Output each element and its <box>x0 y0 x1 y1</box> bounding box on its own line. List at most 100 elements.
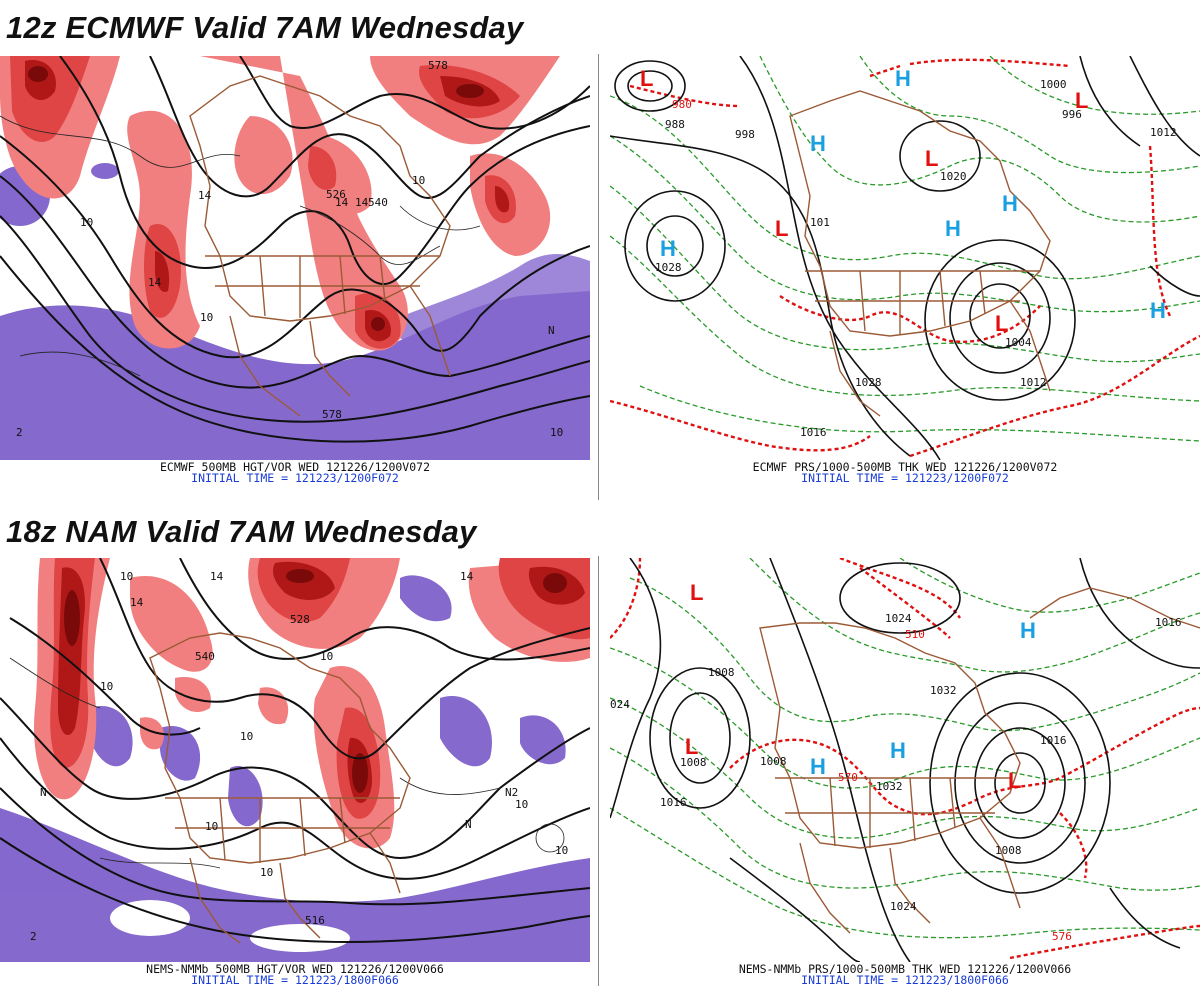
isobar-label: 1008 <box>680 756 707 769</box>
isobars <box>610 558 1200 962</box>
thickness-contours <box>610 558 1200 939</box>
nam-500mb-initial-time: INITIAL TIME = 121223/1800F066 <box>191 973 399 987</box>
vort-label: N2 <box>505 786 518 799</box>
height-label: 528 <box>290 613 310 626</box>
section-title-ecmwf: 12z ECMWF Valid 7AM Wednesday <box>6 10 524 45</box>
vort-label: 14 <box>210 570 224 583</box>
isobar-label: 1020 <box>940 170 967 183</box>
section-title-nam: 18z NAM Valid 7AM Wednesday <box>6 514 477 549</box>
low-symbol: L <box>1008 768 1021 793</box>
isobar-label: 1004 <box>1005 336 1032 349</box>
vort-label: 10 <box>555 844 568 857</box>
isobar-label: 1016 <box>1040 734 1067 747</box>
isobar-label: 1016 <box>800 426 827 439</box>
vort-label: 2 <box>30 930 37 943</box>
pressure-centers: L L L L L H H H H H H <box>640 66 1166 336</box>
height-label: 540 <box>195 650 215 663</box>
vorticity-max <box>28 66 484 331</box>
low-symbol: L <box>640 66 653 91</box>
vort-label: 10 <box>515 798 528 811</box>
vort-label: 10 <box>80 216 93 229</box>
map-labels: 10 14 14 528 540 10 10 10 10 10 10 N N N… <box>30 570 568 943</box>
isobar-label: 1024 <box>890 900 917 913</box>
isobar-label: 1024 <box>885 612 912 625</box>
map-borders <box>149 632 411 944</box>
nam-pressure-thickness-map: L L L H H H 1024 1016 1008 1008 1008 103… <box>610 558 1200 962</box>
vort-label: 10 <box>320 650 333 663</box>
isobar-labels: 1024 1016 1008 1008 1008 1032 1032 1024 … <box>610 612 1182 943</box>
high-symbol: H <box>810 754 826 779</box>
isobar-label: 1000 <box>1040 78 1067 91</box>
isobar-label: 1032 <box>930 684 957 697</box>
isobars <box>610 56 1200 460</box>
ecmwf-500mb-map: 578 14 10 14 10 14 14 526 540 10 578 N 2… <box>0 56 590 460</box>
panel-divider <box>598 556 599 986</box>
height-label: 516 <box>305 914 325 927</box>
height-label: 526 <box>326 188 346 201</box>
ecmwf-pressure-thickness-map: L L L L L H H H H H H 1028 1020 1028 100… <box>610 56 1200 460</box>
height-label: 578 <box>322 408 342 421</box>
low-symbol: L <box>1075 88 1088 113</box>
vort-label: 14 <box>198 189 212 202</box>
vort-label: N <box>465 818 472 831</box>
nam-500mb-caption: NEMS-NMMb 500MB HGT/VOR WED 121226/1200V… <box>146 962 444 976</box>
panel-divider <box>598 54 599 500</box>
high-symbol: H <box>945 216 961 241</box>
vort-label: N <box>548 324 555 337</box>
low-symbol: L <box>690 580 703 605</box>
isobar-label: 980 <box>672 98 692 111</box>
vort-label: 14 <box>148 276 162 289</box>
vort-label: 10 <box>412 174 425 187</box>
isobar-label: 998 <box>735 128 755 141</box>
thickness-label: 510 <box>905 628 925 641</box>
isobar-label: 1008 <box>760 755 787 768</box>
map-borders <box>189 75 451 417</box>
isobar-label: 1012 <box>1150 126 1177 139</box>
high-symbol: H <box>660 236 676 261</box>
vort-label: 10 <box>550 426 563 439</box>
vort-label: 10 <box>260 866 273 879</box>
low-symbol: L <box>925 146 938 171</box>
nam-500mb-map: 10 14 14 528 540 10 10 10 10 10 10 N N N… <box>0 558 590 962</box>
pressure-centers: L L L H H H <box>685 580 1036 793</box>
thickness-label: 570 <box>838 771 858 784</box>
isobar-label: 1016 <box>660 796 687 809</box>
ecmwf-500mb-initial-time: INITIAL TIME = 121223/1200F072 <box>191 471 399 485</box>
low-symbol: L <box>685 734 698 759</box>
vorticity-max <box>64 569 567 793</box>
high-symbol: H <box>895 66 911 91</box>
isobar-label: 1008 <box>995 844 1022 857</box>
thickness-label: 576 <box>1052 930 1072 943</box>
nam-thickness-initial-time: INITIAL TIME = 121223/1800F066 <box>801 973 1009 987</box>
ecmwf-thickness-caption: ECMWF PRS/1000-500MB THK WED 121226/1200… <box>752 460 1058 474</box>
isobar-label: 996 <box>1062 108 1082 121</box>
map-borders <box>789 90 1051 417</box>
vort-label: 14 <box>355 196 369 209</box>
vort-label: 10 <box>205 820 218 833</box>
vort-label: 14 <box>130 596 144 609</box>
height-contours <box>0 56 590 443</box>
ecmwf-thickness-initial-time: INITIAL TIME = 121223/1200F072 <box>801 471 1009 485</box>
thickness-540-line <box>610 58 1200 458</box>
high-symbol: H <box>1002 191 1018 216</box>
low-symbol: L <box>775 216 788 241</box>
height-label: 540 <box>368 196 388 209</box>
ecmwf-500mb-caption: ECMWF 500MB HGT/VOR WED 121226/1200V072 <box>159 460 431 474</box>
isobar-label: 024 <box>610 698 630 711</box>
isobar-label: 1028 <box>855 376 882 389</box>
isobar-label: 1028 <box>655 261 682 274</box>
vort-label: 10 <box>240 730 253 743</box>
isobar-label: 1016 <box>1155 616 1182 629</box>
low-symbol: L <box>995 311 1008 336</box>
thickness-contours <box>610 56 1200 442</box>
isobar-label: 1012 <box>1020 376 1047 389</box>
neutral-areas <box>110 816 570 952</box>
vort-label: 10 <box>200 311 213 324</box>
high-symbol: H <box>1150 298 1166 323</box>
height-label: 578 <box>428 59 448 72</box>
isobar-label: 988 <box>665 118 685 131</box>
isobar-labels: 1028 1020 1028 1004 1012 1016 988 998 10… <box>655 78 1177 439</box>
vort-label: 14 <box>460 570 474 583</box>
high-symbol: H <box>1020 618 1036 643</box>
vort-label: N <box>40 786 47 799</box>
